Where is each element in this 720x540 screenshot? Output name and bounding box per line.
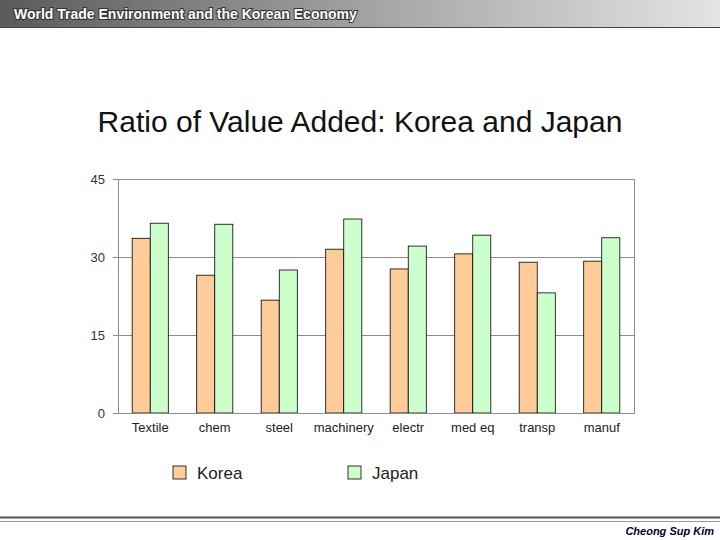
footer-text: Cheong Sup Kim [625,525,714,537]
x-tick: med eq [451,413,494,435]
bar [261,300,279,413]
bars [132,219,620,413]
bar [602,238,620,413]
x-tick-label: steel [266,420,294,435]
x-tick-label: med eq [451,420,494,435]
y-tick: 15 [91,328,118,343]
bar [279,270,297,413]
footer-rule [0,517,720,519]
plot-frame [119,180,635,414]
header-rule [0,27,720,28]
legend-label: Korea [197,464,243,483]
x-tick: steel [266,413,294,435]
grid-line [118,257,634,258]
y-tick-label: 30 [91,250,105,265]
legend-swatch [173,466,186,479]
x-tick: chem [199,413,231,435]
x-tick-label: electr [392,420,424,435]
bar [473,235,491,413]
bar [584,261,602,413]
y-tick-mark [113,335,118,336]
x-tick-label: machinery [314,420,374,435]
bar [326,249,344,413]
bar [519,262,537,413]
x-tick: electr [392,413,424,435]
footer-rule [0,521,720,522]
y-tick-mark [113,413,118,414]
slide: World Trade Environment and the Korean E… [0,0,720,540]
chart-title: Ratio of Value Added: Korea and Japan [98,105,623,138]
y-tick-label: 0 [98,406,105,421]
legend-swatch [348,466,361,479]
y-axis: 0 15 30 45 [91,172,119,421]
bar [344,219,362,413]
bar [390,269,408,413]
y-tick-mark [113,257,118,258]
grid [118,180,634,414]
x-tick-label: chem [199,420,231,435]
y-tick-label: 15 [91,328,105,343]
x-tick-label: Textile [132,420,169,435]
x-tick: machinery [314,413,374,435]
bar [537,293,555,413]
header-band [0,0,720,27]
bar [132,238,150,413]
bar [215,224,233,413]
x-tick: Textile [132,413,169,435]
y-tick-label: 45 [91,172,105,187]
bar [197,275,215,413]
y-axis-line [113,180,119,414]
x-tick-label: transp [519,420,555,435]
legend: Korea Japan [173,464,418,483]
x-tick: manuf [584,413,621,435]
y-tick: 30 [91,250,118,265]
grid-line [118,335,634,336]
x-tick-label: manuf [584,420,621,435]
y-tick: 0 [98,406,118,421]
grid-line [118,413,634,414]
bar [408,246,426,413]
bar [150,223,168,413]
x-axis-line [119,413,635,414]
y-tick: 45 [91,172,118,187]
header-text: World Trade Environment and the Korean E… [14,6,357,22]
y-tick-mark [113,179,118,180]
legend-label: Japan [372,464,418,483]
x-tick: transp [519,413,555,435]
bar [455,254,473,413]
x-axis: Textile chem steel machinery electr med eq tra… [119,413,635,435]
